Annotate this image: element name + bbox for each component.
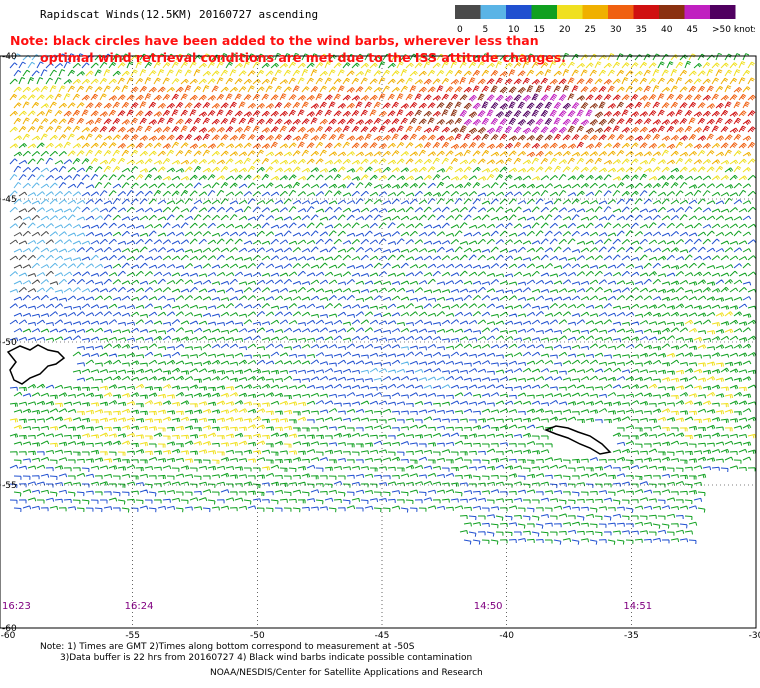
note-line-2: optimal wind retrieval conditions are me… <box>40 50 566 65</box>
legend-label: 30 <box>610 25 622 35</box>
lat-label: -60 <box>2 624 17 634</box>
map-frame <box>0 55 757 629</box>
legend-label: 5 <box>483 25 489 35</box>
time-labels: 16:23 16:24 14:50 14:51 <box>2 601 652 612</box>
legend-label: 15 <box>534 25 545 35</box>
lon-label: -40 <box>499 631 514 641</box>
land-layer <box>6 344 612 455</box>
legend-swatch <box>557 5 583 19</box>
speed-legend: 0 5 10 15 20 25 30 35 40 45 >50 knots <box>455 5 755 35</box>
wind-barb-group <box>481 93 571 126</box>
legend-swatch <box>531 5 557 19</box>
wind-barbs-layer <box>9 52 757 545</box>
footer-note-1: Note: 1) Times are GMT 2)Times along bot… <box>40 642 415 652</box>
lat-label: -55 <box>2 481 17 491</box>
footer-credit: NOAA/NESDIS/Center for Satellite Applica… <box>210 668 483 678</box>
legend-label: 20 <box>559 25 571 35</box>
lon-label: -30 <box>749 631 760 641</box>
legend-swatch <box>684 5 710 19</box>
wind-barb-group <box>409 85 624 142</box>
legend-swatch <box>633 5 659 19</box>
legend-swatch <box>480 5 506 19</box>
lon-label: -55 <box>125 631 140 641</box>
falkland-islands <box>6 344 66 385</box>
time-label: 14:51 <box>623 601 652 612</box>
legend-swatch <box>455 5 481 19</box>
wind-barb-group <box>9 52 757 545</box>
lon-label: -60 <box>1 631 16 641</box>
note-line-1: Note: black circles have been added to t… <box>10 33 539 48</box>
time-label: 14:50 <box>474 601 503 612</box>
legend-label: 0 <box>457 25 463 35</box>
map-title: Rapidscat Winds(12.5KM) 20160727 ascendi… <box>40 8 319 21</box>
legend-label: 10 <box>508 25 520 35</box>
lat-label: -45 <box>2 195 17 205</box>
legend-label: 25 <box>585 25 596 35</box>
footer-note-2: 3)Data buffer is 22 hrs from 20160727 4)… <box>60 653 473 663</box>
time-label: 16:24 <box>125 601 154 612</box>
lat-label: -40 <box>2 52 17 62</box>
lat-label: -50 <box>2 338 17 348</box>
legend-swatch <box>608 5 634 19</box>
wind-barb-group <box>99 77 756 149</box>
lon-label: -35 <box>624 631 639 641</box>
legend-label: 40 <box>661 25 673 35</box>
wind-barb-group <box>63 69 756 158</box>
legend-swatch <box>506 5 532 19</box>
graticule <box>0 56 756 628</box>
legend-swatch <box>582 5 608 19</box>
wind-barb-group <box>9 61 755 165</box>
legend-label: 35 <box>636 25 647 35</box>
wind-barb-group <box>9 53 757 471</box>
legend-swatch <box>659 5 685 19</box>
latitude-labels: -40 -45 -50 -55 -60 <box>2 52 17 634</box>
longitude-labels: -60 -55 -50 -45 -40 -35 -30 <box>1 631 760 641</box>
wind-barb-group <box>9 53 757 545</box>
wind-barb-group <box>9 53 451 389</box>
legend-label: >50 knots <box>712 25 755 35</box>
lon-label: -45 <box>375 631 390 641</box>
wind-barb-group <box>459 93 593 135</box>
south-georgia <box>543 425 612 455</box>
legend-swatch <box>710 5 736 19</box>
time-label: 16:23 <box>2 601 31 612</box>
lon-label: -50 <box>250 631 265 641</box>
wind-barb-group <box>9 191 59 293</box>
legend-label: 45 <box>687 25 698 35</box>
